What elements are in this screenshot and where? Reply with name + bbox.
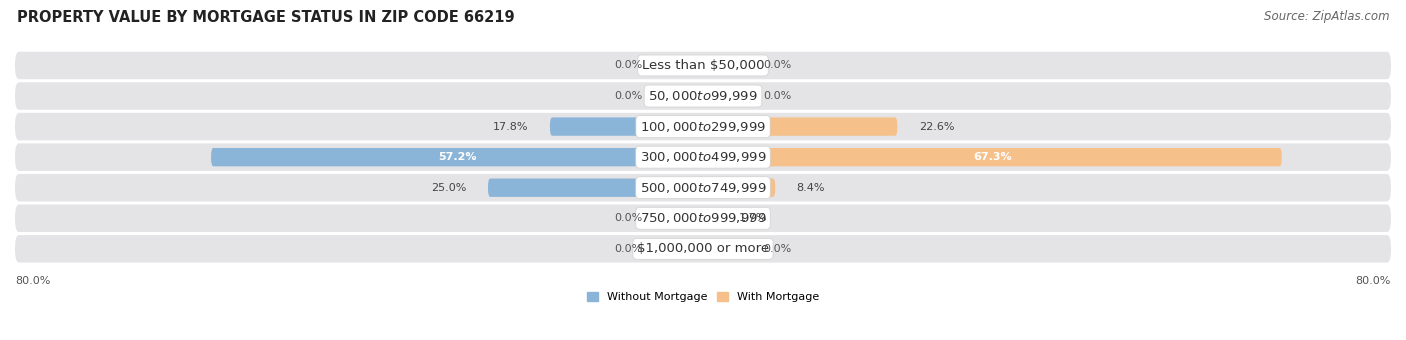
Text: 0.0%: 0.0%	[763, 91, 792, 101]
FancyBboxPatch shape	[703, 148, 1282, 166]
Text: 22.6%: 22.6%	[920, 122, 955, 132]
FancyBboxPatch shape	[664, 56, 703, 75]
FancyBboxPatch shape	[664, 87, 703, 105]
Text: $100,000 to $299,999: $100,000 to $299,999	[640, 120, 766, 134]
FancyBboxPatch shape	[488, 178, 703, 197]
Text: 0.0%: 0.0%	[763, 244, 792, 254]
FancyBboxPatch shape	[15, 235, 1391, 262]
Text: 0.0%: 0.0%	[614, 61, 643, 70]
Text: 0.0%: 0.0%	[763, 61, 792, 70]
FancyBboxPatch shape	[703, 87, 742, 105]
FancyBboxPatch shape	[703, 117, 897, 136]
Text: 17.8%: 17.8%	[494, 122, 529, 132]
FancyBboxPatch shape	[664, 240, 703, 258]
Text: 80.0%: 80.0%	[1355, 276, 1391, 286]
Text: Source: ZipAtlas.com: Source: ZipAtlas.com	[1264, 10, 1389, 23]
Text: 25.0%: 25.0%	[432, 183, 467, 193]
FancyBboxPatch shape	[550, 117, 703, 136]
FancyBboxPatch shape	[15, 52, 1391, 79]
FancyBboxPatch shape	[15, 82, 1391, 110]
FancyBboxPatch shape	[15, 174, 1391, 202]
FancyBboxPatch shape	[15, 113, 1391, 140]
Text: $750,000 to $999,999: $750,000 to $999,999	[640, 211, 766, 225]
Text: 1.7%: 1.7%	[740, 213, 768, 223]
Text: $1,000,000 or more: $1,000,000 or more	[637, 242, 769, 255]
Text: 80.0%: 80.0%	[15, 276, 51, 286]
Text: $500,000 to $749,999: $500,000 to $749,999	[640, 181, 766, 195]
Text: 8.4%: 8.4%	[797, 183, 825, 193]
FancyBboxPatch shape	[664, 209, 703, 227]
Text: 0.0%: 0.0%	[614, 244, 643, 254]
Legend: Without Mortgage, With Mortgage: Without Mortgage, With Mortgage	[588, 292, 818, 302]
FancyBboxPatch shape	[703, 178, 775, 197]
Text: 57.2%: 57.2%	[437, 152, 477, 162]
Text: $300,000 to $499,999: $300,000 to $499,999	[640, 150, 766, 164]
Text: PROPERTY VALUE BY MORTGAGE STATUS IN ZIP CODE 66219: PROPERTY VALUE BY MORTGAGE STATUS IN ZIP…	[17, 10, 515, 25]
FancyBboxPatch shape	[703, 209, 742, 227]
FancyBboxPatch shape	[703, 240, 742, 258]
Text: Less than $50,000: Less than $50,000	[641, 59, 765, 72]
Text: $50,000 to $99,999: $50,000 to $99,999	[648, 89, 758, 103]
Text: 67.3%: 67.3%	[973, 152, 1012, 162]
FancyBboxPatch shape	[15, 143, 1391, 171]
FancyBboxPatch shape	[15, 205, 1391, 232]
Text: 0.0%: 0.0%	[614, 91, 643, 101]
FancyBboxPatch shape	[211, 148, 703, 166]
FancyBboxPatch shape	[703, 56, 742, 75]
Text: 0.0%: 0.0%	[614, 213, 643, 223]
